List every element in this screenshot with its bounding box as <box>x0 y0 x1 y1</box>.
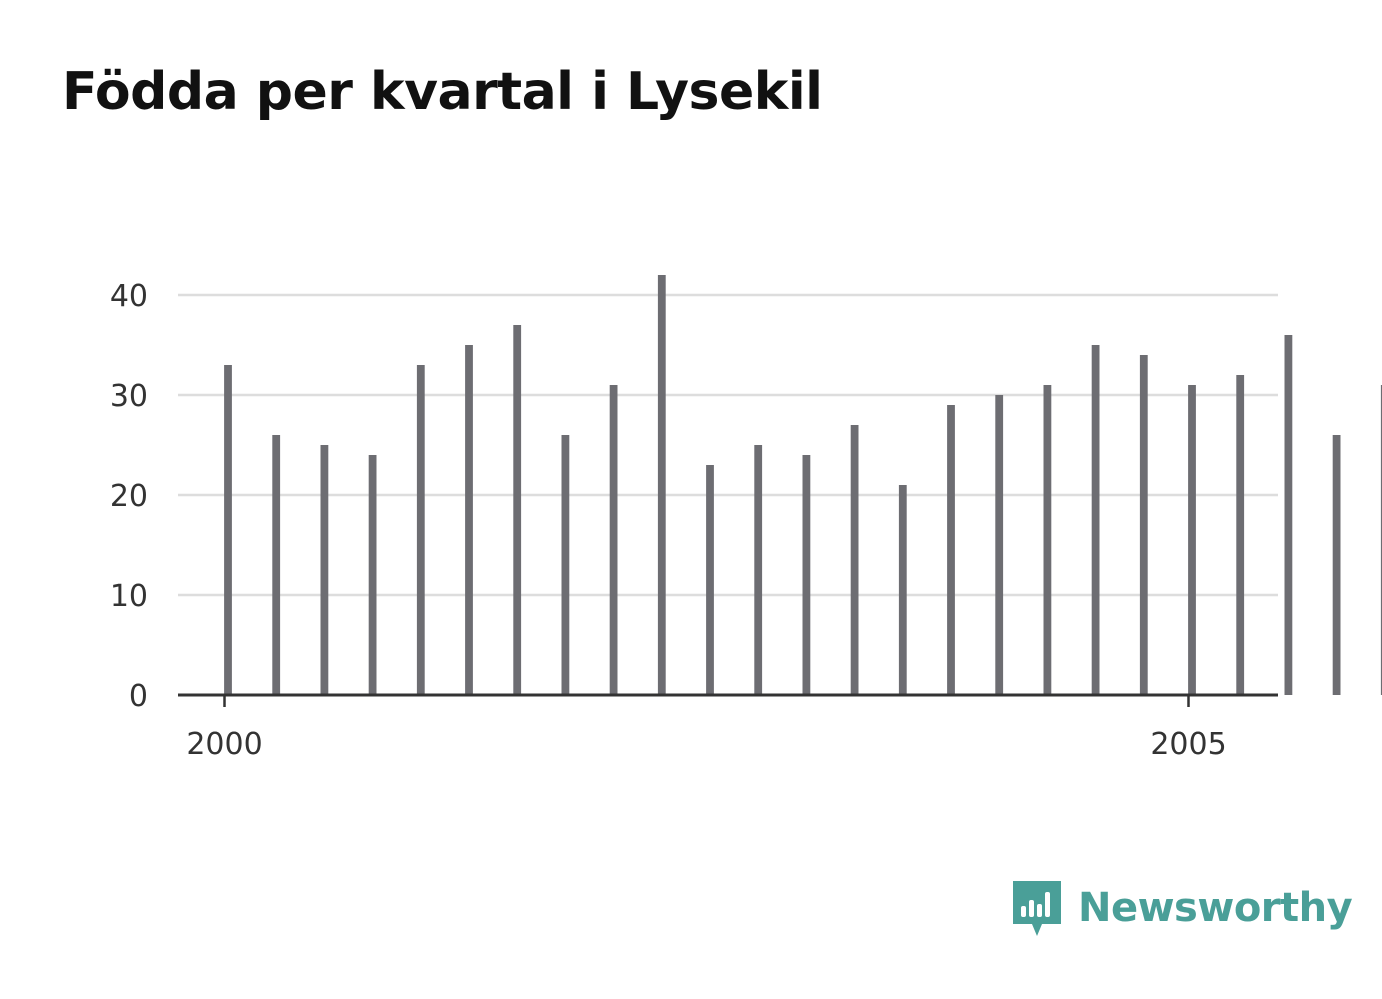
y-tick-label-10: 10 <box>110 579 148 614</box>
bar-15 <box>947 405 955 695</box>
bar-16 <box>995 395 1004 695</box>
bar-8 <box>609 385 618 695</box>
bar-9 <box>657 275 666 695</box>
bar-19 <box>1139 355 1148 695</box>
y-tick-label-0: 0 <box>129 679 148 714</box>
newsworthy-logo-icon <box>1013 881 1061 936</box>
chart-title: Födda per kvartal i Lysekil <box>62 62 823 122</box>
bar-23 <box>1332 435 1341 695</box>
y-tick-label-30: 30 <box>110 379 148 414</box>
bars <box>224 275 1382 695</box>
bar-22 <box>1284 335 1293 695</box>
bar-7 <box>561 435 570 695</box>
bar-1 <box>272 435 281 695</box>
bar-4 <box>416 365 425 695</box>
bar-11 <box>754 445 763 695</box>
brand-name: Newsworthy <box>1078 885 1353 931</box>
x-tick-label-2005: 2005 <box>1150 727 1226 762</box>
bar-12 <box>802 455 811 695</box>
bar-5 <box>465 345 473 695</box>
bar-10 <box>706 465 714 695</box>
labels: 01020304023200020052010201520202025 <box>110 279 1227 762</box>
bar-21 <box>1236 375 1245 695</box>
x-tick-label-2000: 2000 <box>186 727 262 762</box>
bar-17 <box>1043 385 1052 695</box>
newsworthy-logo: Newsworthy <box>1010 878 1353 938</box>
gridlines <box>178 293 1278 597</box>
bar-24 <box>1380 385 1382 695</box>
bar-6 <box>513 325 522 695</box>
bar-0 <box>224 365 232 695</box>
bar-20 <box>1188 385 1196 695</box>
bar-13 <box>850 425 859 695</box>
bar-14 <box>898 485 907 695</box>
axes <box>178 693 1278 707</box>
bar-2 <box>320 445 329 695</box>
bar-18 <box>1091 345 1100 695</box>
y-tick-label-40: 40 <box>110 279 148 314</box>
bar-3 <box>368 455 377 695</box>
y-tick-label-20: 20 <box>110 479 148 514</box>
